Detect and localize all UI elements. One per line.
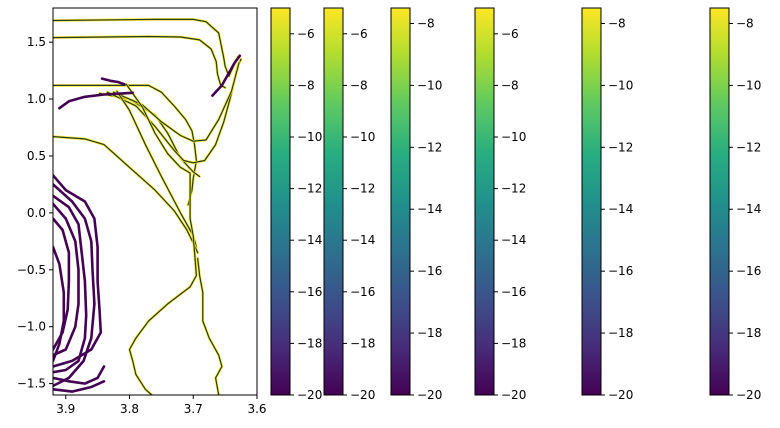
colorbar-frame — [390, 7, 411, 396]
series-line-5 — [113, 62, 240, 142]
y-tick-label: −0.5 — [17, 263, 46, 277]
colorbar-tick-label: −12 — [350, 182, 375, 196]
plot-frame — [52, 7, 258, 396]
colorbar-tick-label: −8 — [350, 78, 368, 92]
colorbar-tick-label: −20 — [501, 388, 526, 402]
series-line-20 — [211, 54, 242, 97]
y-tick-label: −1.0 — [17, 320, 46, 334]
series-line-10 — [58, 91, 134, 110]
colorbar-3: −8 −10 −12 −14 −16 −18 −20 — [390, 7, 442, 402]
colorbars: −6 −8 −10 −12 −14 −16 −18 −20 −6 −8 −10 −12 −14 −16 −1… — [270, 7, 761, 402]
colorbar-tick-label: −20 — [417, 388, 442, 402]
colorbar-tick-label: −10 — [350, 130, 375, 144]
colorbar-frame — [581, 7, 602, 396]
series-line-9 — [197, 257, 223, 395]
colorbar-tick-label: −10 — [501, 130, 526, 144]
colorbar-tick-label: −16 — [608, 264, 633, 278]
colorbar-tick-label: −6 — [501, 27, 519, 41]
x-tick-label: 3.9 — [56, 402, 75, 416]
colorbar-tick-label: −16 — [736, 264, 761, 278]
colorbar-tick-label: −16 — [297, 285, 322, 299]
colorbar-tick-label: −6 — [350, 27, 368, 41]
series-line-18 — [53, 365, 106, 385]
series-line-glow-1 — [53, 35, 227, 89]
colorbar-tick-label: −10 — [297, 130, 322, 144]
colorbar-4: −6 −8 −10 −12 −14 −16 −18 −20 — [474, 7, 526, 402]
colorbar-tick-label: −18 — [417, 326, 442, 340]
series-line-8 — [125, 83, 197, 395]
colorbar-tick-label: −20 — [608, 388, 633, 402]
colorbar-tick-label: −14 — [350, 233, 375, 247]
colorbar-tick-label: −12 — [417, 140, 442, 154]
colorbar-tick-label: −10 — [736, 78, 761, 92]
colorbar-gradient — [271, 8, 290, 395]
colorbar-tick-label: −18 — [608, 326, 633, 340]
series-line-15 — [53, 202, 80, 357]
colorbar-tick-label: −10 — [417, 78, 442, 92]
colorbar-frame — [709, 7, 730, 396]
colorbar-tick-label: −14 — [501, 233, 526, 247]
colorbar-tick-label: −14 — [736, 202, 761, 216]
colorbar-tick-label: −12 — [501, 182, 526, 196]
colorbar-tick-label: −8 — [297, 78, 315, 92]
colorbar-tick-label: −18 — [501, 336, 526, 350]
colorbar-frame — [270, 7, 291, 396]
colorbar-2: −6 −8 −10 −12 −14 −16 −18 −20 — [323, 7, 375, 402]
colorbar-tick-label: −6 — [297, 27, 315, 41]
colorbar-tick-label: −20 — [736, 388, 761, 402]
colorbar-tick-label: −10 — [608, 78, 633, 92]
colorbar-gradient — [710, 8, 729, 395]
series-line-14 — [53, 194, 88, 374]
x-tick-label: 3.6 — [247, 402, 266, 416]
colorbar-gradient — [475, 8, 494, 395]
colorbar-tick-label: −8 — [417, 16, 435, 30]
y-tick-label: −1.5 — [17, 377, 46, 391]
colorbar-gradient — [582, 8, 601, 395]
colorbar-frame — [474, 7, 495, 396]
series-line-1 — [53, 35, 226, 89]
y-tick-label: 0.5 — [27, 149, 46, 163]
colorbar-tick-label: −16 — [350, 285, 375, 299]
y-tick-label: 0.0 — [27, 206, 46, 220]
colorbar-5: −8 −10 −12 −14 −16 −18 −20 — [581, 7, 633, 402]
colorbar-tick-label: −20 — [297, 388, 322, 402]
colorbar-1: −6 −8 −10 −12 −14 −16 −18 −20 — [270, 7, 322, 402]
colorbar-tick-label: −14 — [608, 202, 633, 216]
series-line-glow-3 — [98, 92, 201, 178]
colorbar-tick-label: −12 — [608, 140, 633, 154]
x-tick-label: 3.7 — [184, 402, 203, 416]
colorbar-tick-label: −14 — [417, 202, 442, 216]
colorbar-gradient — [391, 8, 410, 395]
series-line-13 — [53, 183, 96, 388]
colorbar-tick-label: −18 — [297, 336, 322, 350]
series-line-glow-8 — [125, 83, 198, 395]
colorbar-tick-label: −12 — [297, 182, 322, 196]
colorbar-tick-label: −8 — [608, 16, 626, 30]
colorbar-frame — [323, 7, 344, 396]
series-line-glow-9 — [196, 257, 224, 395]
main-plot: 3.9 3.8 3.7 3.6 −1.5 −1.0 −0.5 0.0 0.5 1.0 1.5 — [17, 7, 267, 416]
y-tick-label: 1.5 — [27, 35, 46, 49]
colorbar-tick-label: −14 — [297, 233, 322, 247]
series-line-19 — [53, 380, 106, 393]
colorbar-tick-label: −16 — [417, 264, 442, 278]
colorbar-tick-label: −16 — [501, 285, 526, 299]
plot-lines — [53, 18, 243, 395]
colorbar-6: −8 −10 −12 −14 −16 −18 −20 — [709, 7, 761, 402]
colorbar-tick-label: −8 — [501, 78, 519, 92]
colorbar-tick-label: −8 — [736, 16, 754, 30]
x-tick-label: 3.8 — [120, 402, 139, 416]
colorbar-gradient — [324, 8, 343, 395]
colorbar-tick-label: −12 — [736, 140, 761, 154]
series-line-11 — [100, 77, 126, 86]
series-line-2 — [53, 84, 197, 206]
y-tick-label: 1.0 — [27, 92, 46, 106]
colorbar-tick-label: −20 — [350, 388, 375, 402]
colorbar-tick-label: −18 — [736, 326, 761, 340]
series-line-17 — [53, 245, 66, 363]
colorbar-tick-label: −18 — [350, 336, 375, 350]
